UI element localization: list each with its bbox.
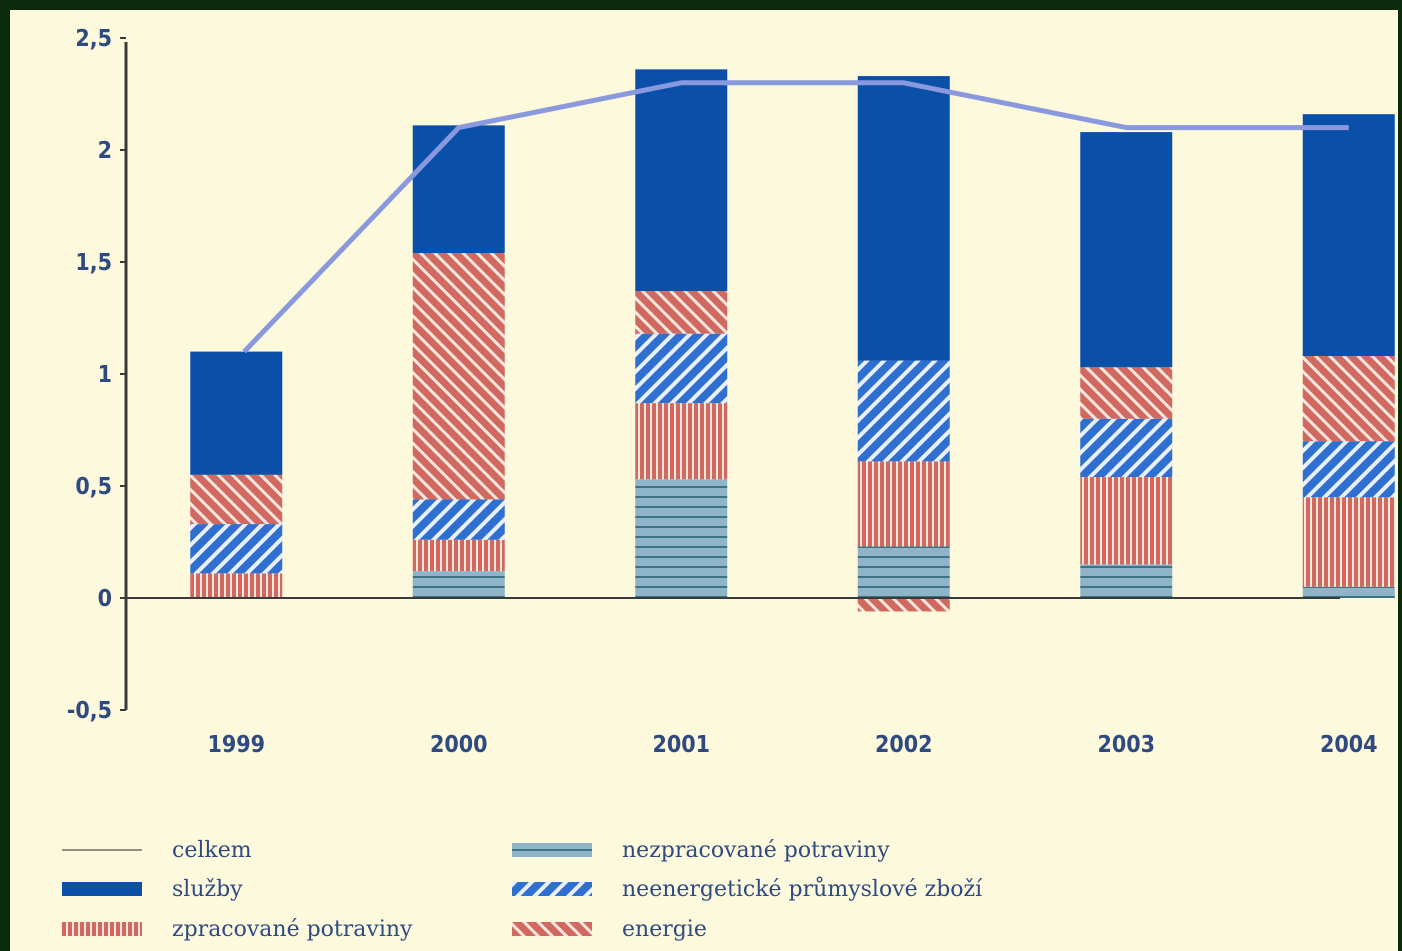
y-tick-label: 0,5 [75,474,112,500]
bar-segment-nezprac-2004 [1302,586,1395,598]
bar-segment-zprac-2003 [1080,477,1173,565]
bar-segment-sluzby-2001 [635,69,728,292]
bar-segment-neenerg-2002 [857,360,950,462]
bar-segment-sluzby-2003 [1080,132,1173,368]
y-tick-label: -0,5 [67,698,112,724]
line-layer [242,80,1349,354]
bar-segment-nezprac-2002 [857,546,950,598]
y-tick-label: 2 [98,138,112,164]
x-category-label: 2003 [1097,732,1155,758]
series-line-celkem [242,80,1349,354]
bar-segment-nezprac-2001 [635,479,728,598]
x-category-label: 2004 [1320,732,1378,758]
y-tick-label: 2,5 [75,26,112,52]
y-tick-label: 1,5 [75,250,112,276]
bar-segment-energie-2004 [1302,356,1395,442]
bar-segment-neenerg-2004 [1302,441,1395,498]
bar-segment-zprac-2001 [635,403,728,480]
bar-segment-energie-2003 [1080,367,1173,419]
x-category-label: 1999 [207,732,265,758]
bar-segment-energie-2000 [412,253,505,500]
bar-segment-sluzby-2000 [412,125,505,254]
bar-segment-neenerg-2003 [1080,418,1173,478]
bar-segment-sluzby-1999 [190,351,283,475]
bar-segment-sluzby-2004 [1302,114,1395,357]
bar-segment-neenerg-2000 [412,499,505,540]
x-category-label: 2001 [652,732,710,758]
chart-panel: -0,5 0 0,5 1 1,5 2 2,5 1999 2000 2001 2002 2003 2004… [10,10,1398,951]
bar-segment-energie-2002 [857,598,950,612]
y-tick-label: 1 [98,362,112,388]
bar-segment-zprac-2000 [412,539,505,572]
bar-segment-zprac-2004 [1302,497,1395,587]
bar-segment-nezprac-2000 [412,571,505,598]
bar-segment-energie-1999 [190,474,283,525]
bar-segment-neenerg-1999 [190,524,283,574]
bar-segment-zprac-1999 [190,573,283,598]
x-category-label: 2000 [430,732,488,758]
bars-layer [190,69,1395,612]
bar-segment-neenerg-2001 [635,333,728,404]
bar-segment-energie-2001 [635,291,728,334]
x-category-label: 2002 [875,732,933,758]
labels-layer: -0,5 0 0,5 1 1,5 2 2,5 1999 2000 2001 2002 2003 2004 [67,26,1378,758]
bar-segment-nezprac-2003 [1080,564,1173,598]
axes-layer [120,37,1340,711]
bar-segment-sluzby-2002 [857,76,950,361]
stacked-bar-chart: -0,5 0 0,5 1 1,5 2 2,5 1999 2000 2001 2002 2003 2004 [67,26,1395,758]
bar-segment-zprac-2002 [857,461,950,547]
y-tick-label: 0 [98,586,112,612]
